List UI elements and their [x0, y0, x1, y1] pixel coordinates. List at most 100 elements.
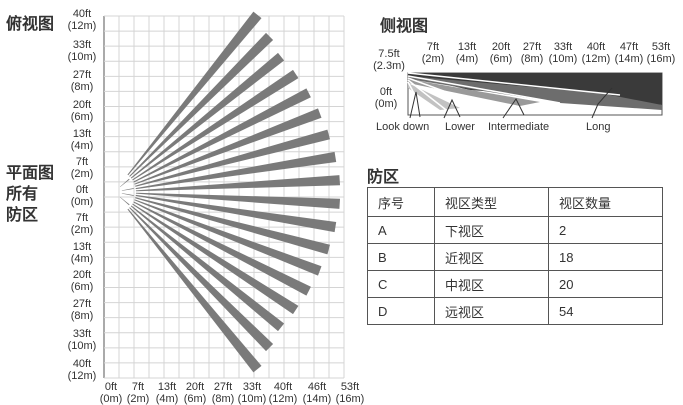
x-tick-m: (10m)	[238, 393, 267, 405]
zone-table-header-cell: 序号	[367, 187, 435, 217]
zone-table-cell: 下视区	[433, 216, 549, 244]
coverage-beam	[135, 192, 340, 209]
coverage-beam-near	[120, 197, 130, 206]
coverage-beam-near	[121, 193, 134, 196]
side-leader-lower	[443, 98, 461, 119]
side-label-lookdown: Look down	[376, 121, 429, 133]
plan-view-title-line: 平面图	[6, 165, 55, 182]
y-tick-m: (10m)	[68, 51, 97, 63]
zone-table-cell: D	[367, 297, 435, 325]
coverage-beam	[127, 11, 262, 176]
y-tick-m: (8m)	[71, 310, 94, 322]
coverage-beam	[129, 32, 274, 177]
y-tick-m: (6m)	[71, 111, 94, 123]
side-x-tick-ft: 13ft	[458, 41, 476, 53]
y-tick-ft: 33ft	[73, 39, 91, 51]
side-view-title: 侧视图	[380, 18, 429, 35]
side-leader-lookdown	[409, 91, 421, 119]
coverage-beam-near	[120, 178, 130, 187]
x-tick-ft: 13ft	[158, 381, 176, 393]
x-tick-m: (2m)	[127, 393, 150, 405]
y-tick-ft: 7ft	[76, 212, 88, 224]
zone-table-cell: 远视区	[433, 297, 549, 325]
side-x-tick-m: (16m)	[647, 53, 676, 65]
x-tick-m: (8m)	[212, 393, 235, 405]
coverage-beam	[130, 52, 285, 179]
zone-table-cell: A	[367, 216, 435, 244]
side-lower-zone	[408, 79, 540, 106]
y-tick-m: (6m)	[71, 281, 94, 293]
y-tick-m: (10m)	[68, 340, 97, 352]
x-tick-ft: 0ft	[105, 381, 117, 393]
side-height-bottom-ft: 0ft	[380, 86, 392, 98]
zone-table-header-cell: 视区类型	[433, 187, 549, 217]
zone-table-cell: 20	[547, 270, 664, 298]
y-tick-ft: 0ft	[76, 184, 88, 196]
side-label-intermediate: Intermediate	[488, 121, 549, 133]
table-row: B 近视区 18	[367, 243, 664, 271]
y-tick-m: (2m)	[71, 168, 94, 180]
zones-title: 防区	[367, 169, 400, 186]
side-leader-long	[591, 87, 613, 119]
y-tick-ft: 20ft	[73, 99, 91, 111]
y-tick-ft: 27ft	[73, 298, 91, 310]
side-view-x-labels: 7ft(2m) 13ft(4m) 20ft(6m) 27ft(8m) 33ft(10m)…	[422, 41, 676, 65]
side-x-tick-ft: 47ft	[620, 41, 638, 53]
coverage-beam	[130, 205, 285, 332]
side-height-top-ft: 7.5ft	[378, 48, 399, 60]
side-height-top-m: (2.3m)	[373, 60, 405, 72]
y-tick-ft: 7ft	[76, 156, 88, 168]
y-tick-m: (4m)	[71, 140, 94, 152]
side-x-tick-m: (12m)	[582, 53, 611, 65]
side-x-tick-m: (2m)	[422, 53, 445, 65]
side-x-tick-ft: 27ft	[523, 41, 541, 53]
coverage-beam	[135, 175, 340, 192]
x-tick-ft: 53ft	[341, 381, 359, 393]
side-beam-line	[407, 79, 451, 114]
zone-table-cell: C	[367, 270, 435, 298]
coverage-beam	[132, 69, 299, 181]
y-tick-ft: 40ft	[73, 8, 91, 20]
x-tick-ft: 33ft	[243, 381, 261, 393]
side-leader-intermediate	[502, 98, 525, 119]
y-tick-m: (12m)	[68, 20, 97, 32]
coverage-beam	[135, 151, 337, 190]
y-tick-m: (8m)	[71, 81, 94, 93]
x-tick-m: (4m)	[156, 393, 179, 405]
top-view-y-labels: 40ft(12m)33ft(10m)27ft(8m)20ft(6m)13ft(4…	[68, 8, 97, 382]
zone-table-header-cell: 视区数量	[547, 187, 664, 217]
x-tick-m: (14m)	[303, 393, 332, 405]
side-x-tick-m: (14m)	[615, 53, 644, 65]
coverage-beam	[134, 199, 322, 276]
side-x-tick-m: (6m)	[490, 53, 513, 65]
coverage-beam	[133, 88, 311, 183]
side-label-lower: Lower	[445, 121, 475, 133]
side-x-tick-m: (10m)	[549, 53, 578, 65]
y-tick-ft: 40ft	[73, 358, 91, 370]
table-row: A 下视区 2	[367, 216, 664, 244]
y-tick-ft: 13ft	[73, 241, 91, 253]
plan-view-title-line: 所有	[6, 186, 39, 203]
x-tick-ft: 46ft	[308, 381, 326, 393]
zone-table-cell: 中视区	[433, 270, 549, 298]
y-tick-ft: 13ft	[73, 128, 91, 140]
top-view-title: 俯视图	[6, 16, 55, 33]
x-tick-m: (12m)	[269, 393, 298, 405]
x-tick-ft: 27ft	[214, 381, 232, 393]
x-tick-m: (6m)	[184, 393, 207, 405]
side-x-tick-ft: 7ft	[427, 41, 439, 53]
x-tick-ft: 7ft	[132, 381, 144, 393]
x-tick-m: (16m)	[336, 393, 365, 405]
coverage-beam	[132, 203, 299, 315]
x-tick-m: (0m)	[100, 393, 123, 405]
y-tick-m: (4m)	[71, 253, 94, 265]
y-tick-m: (0m)	[71, 196, 94, 208]
y-tick-ft: 27ft	[73, 69, 91, 81]
coverage-beam	[135, 129, 330, 187]
y-tick-m: (2m)	[71, 224, 94, 236]
side-x-tick-m: (4m)	[456, 53, 479, 65]
side-beam-line	[407, 77, 491, 109]
zone-table: 序号 视区类型 视区数量 A 下视区 2 B 近视区 18 C 中视区 20 D…	[367, 187, 664, 325]
side-x-tick-ft: 20ft	[492, 41, 510, 53]
